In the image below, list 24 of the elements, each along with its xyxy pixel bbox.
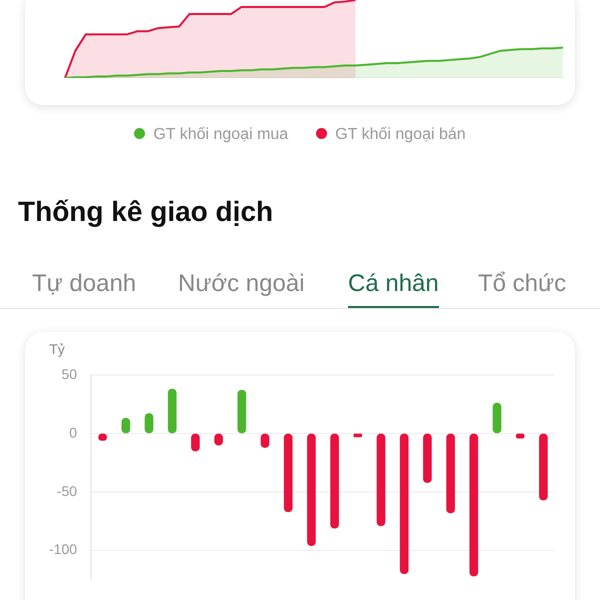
bar [284,434,293,512]
y-axis-title: Tỷ [49,340,65,357]
y-tick-label: -50 [56,482,78,499]
legend-label: GT khối ngoại bán [334,126,466,143]
text: Tổ chức [478,270,566,299]
y-tick-label: -100 [48,541,78,558]
text: Tự doanh [32,270,136,299]
bar [423,434,432,483]
bar [492,402,502,434]
text: Nước ngoài [178,270,305,299]
legend-label: GT khối ngoại mua [152,126,288,143]
bar [168,388,177,434]
y-tick-label: 50 [61,366,78,382]
bar [539,434,548,500]
y-tick-label: 0 [69,424,78,440]
bar [446,434,455,514]
bar [400,434,409,574]
chart-title: Thống kê giao dịch [18,196,274,228]
bar [330,434,339,528]
bar [376,434,386,526]
text: Cá nhân [348,270,439,308]
bar [237,390,246,434]
bar [469,434,478,576]
bar [307,434,316,546]
